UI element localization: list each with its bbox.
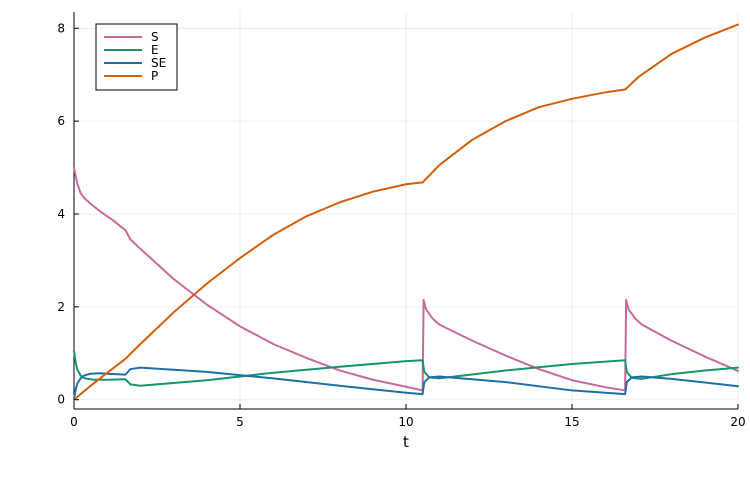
y-tick-label: 0 <box>57 393 65 407</box>
x-tick-label: 5 <box>236 415 244 429</box>
grid <box>73 12 739 409</box>
legend-label-e: E <box>151 43 159 57</box>
series-line-se <box>73 366 739 401</box>
tick-labels: 0 5 10 15 20 0 2 4 6 8 <box>57 21 745 429</box>
y-tick-label: 2 <box>57 300 65 314</box>
y-tick-label: 4 <box>57 207 65 221</box>
legend-label-se: SE <box>151 56 166 70</box>
x-tick-label: 15 <box>564 415 579 429</box>
legend-label-s: S <box>151 30 159 44</box>
x-axis-label: t <box>403 433 409 451</box>
legend-box <box>95 23 178 91</box>
series-line-p <box>73 23 739 401</box>
y-tick-label: 6 <box>57 114 65 128</box>
y-tick-label: 8 <box>57 21 65 35</box>
x-tick-label: 0 <box>70 415 78 429</box>
legend-label-p: P <box>151 69 158 83</box>
series-line-e <box>73 349 739 387</box>
x-tick-label: 20 <box>730 415 745 429</box>
x-tick-label: 10 <box>398 415 413 429</box>
series-line-s <box>73 166 739 392</box>
series-lines <box>73 23 739 401</box>
